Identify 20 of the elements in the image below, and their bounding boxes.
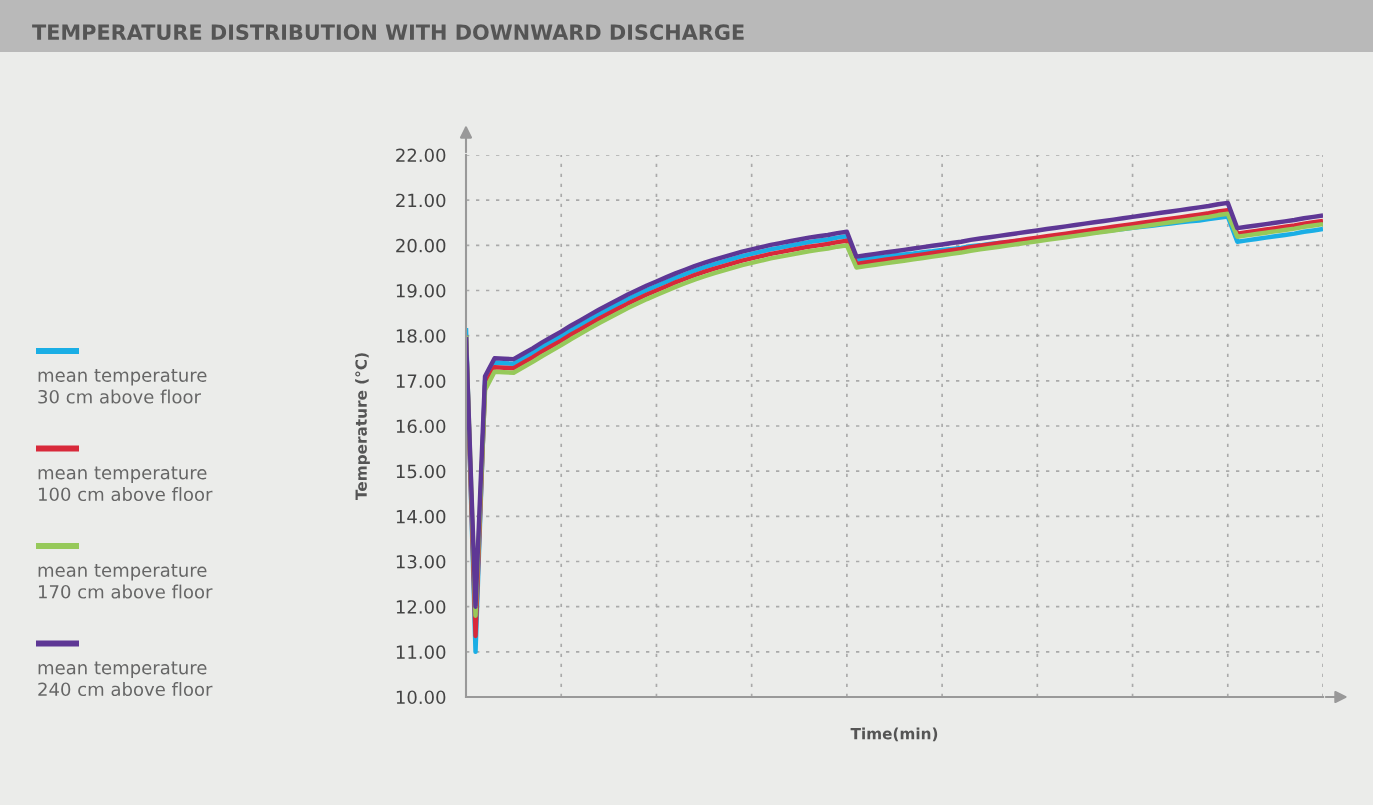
y-tick-label: 19.00 xyxy=(396,283,446,298)
y-tick-label: 14.00 xyxy=(396,509,446,524)
legend-label: mean temperature 100 cm above floor xyxy=(38,466,213,502)
y-tick-label: 17.00 xyxy=(396,374,446,388)
y-tick-label: 22.00 xyxy=(396,148,446,163)
y-tick-label: 11.00 xyxy=(396,645,446,659)
y-tick-label: 10.00 xyxy=(396,690,446,705)
y-tick-label: 20.00 xyxy=(396,238,446,253)
y-tick-label: 16.00 xyxy=(396,419,446,434)
legend-label: mean temperature 30 cm above floor xyxy=(38,369,207,404)
y-tick-label: 15.00 xyxy=(396,464,446,479)
legend-label: mean temperature 240 cm above floor xyxy=(38,661,213,697)
y-tick-label: 21.00 xyxy=(396,193,446,208)
legend-label: mean temperature 170 cm above floor xyxy=(38,564,213,599)
y-tick-label: 13.00 xyxy=(396,554,446,569)
y-axis-title: Temperature (°C) xyxy=(355,353,370,500)
y-tick-label: 12.00 xyxy=(396,600,446,614)
chart-title: TEMPERATURE DISTRIBUTION WITH DOWNWARD DISCHARGE xyxy=(32,24,744,41)
y-tick-label: 18.00 xyxy=(396,329,446,343)
x-axis-title: Time(min) xyxy=(850,727,938,742)
